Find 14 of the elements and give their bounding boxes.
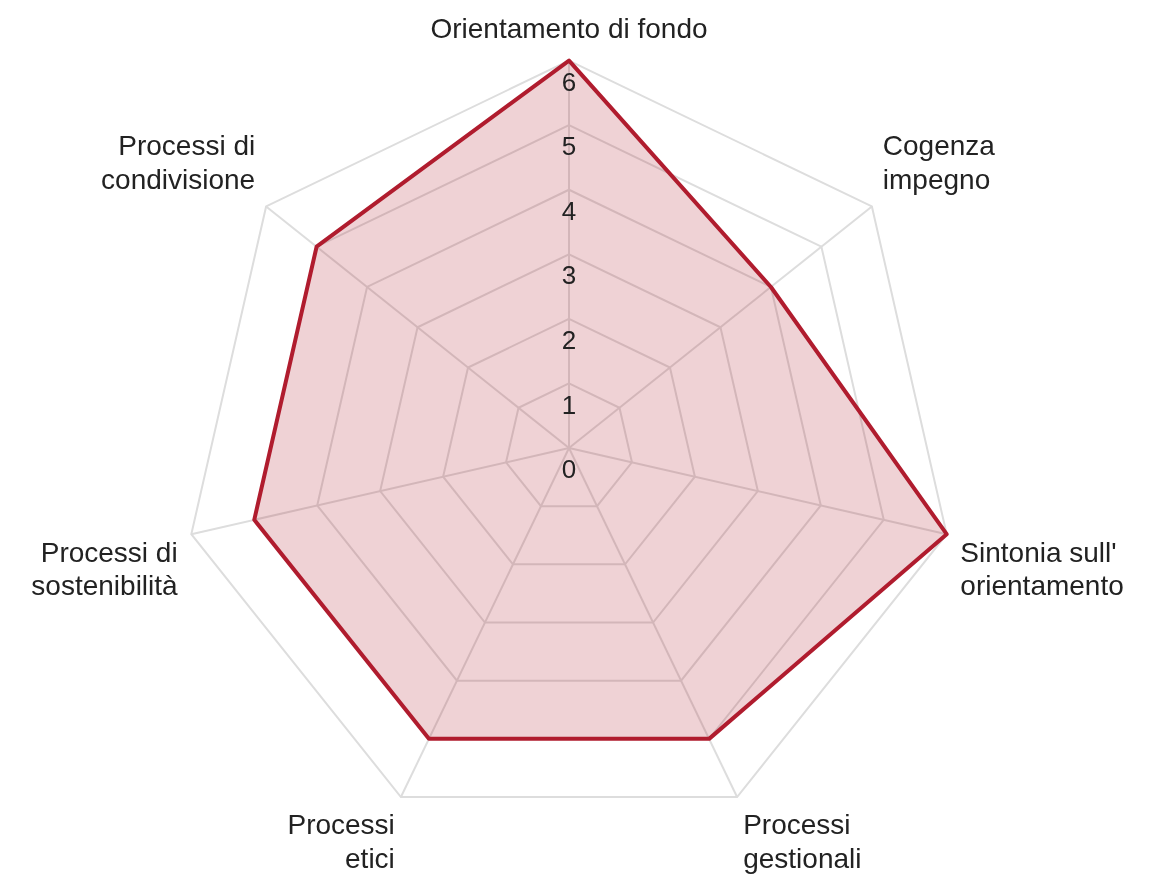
y-tick-label: 0 [561, 454, 577, 485]
y-tick-label: 3 [561, 260, 577, 291]
spoke-label: Processi etici [287, 809, 395, 874]
spoke-label: Sintonia sull' orientamento [960, 536, 1124, 602]
y-tick-label: 6 [561, 66, 577, 97]
spoke-label: Processi gestionali [743, 809, 862, 874]
spoke-label: Processi di condivisione [101, 130, 256, 195]
spoke-label: Processi di sostenibilità [31, 536, 179, 602]
spoke-label: Cogenza impegno [882, 130, 996, 195]
y-tick-label: 4 [561, 195, 577, 226]
spoke-label: Orientamento di fondo [430, 12, 708, 44]
y-tick-label: 2 [561, 325, 577, 356]
y-tick-label: 5 [561, 131, 577, 162]
y-tick-label: 1 [561, 389, 577, 420]
